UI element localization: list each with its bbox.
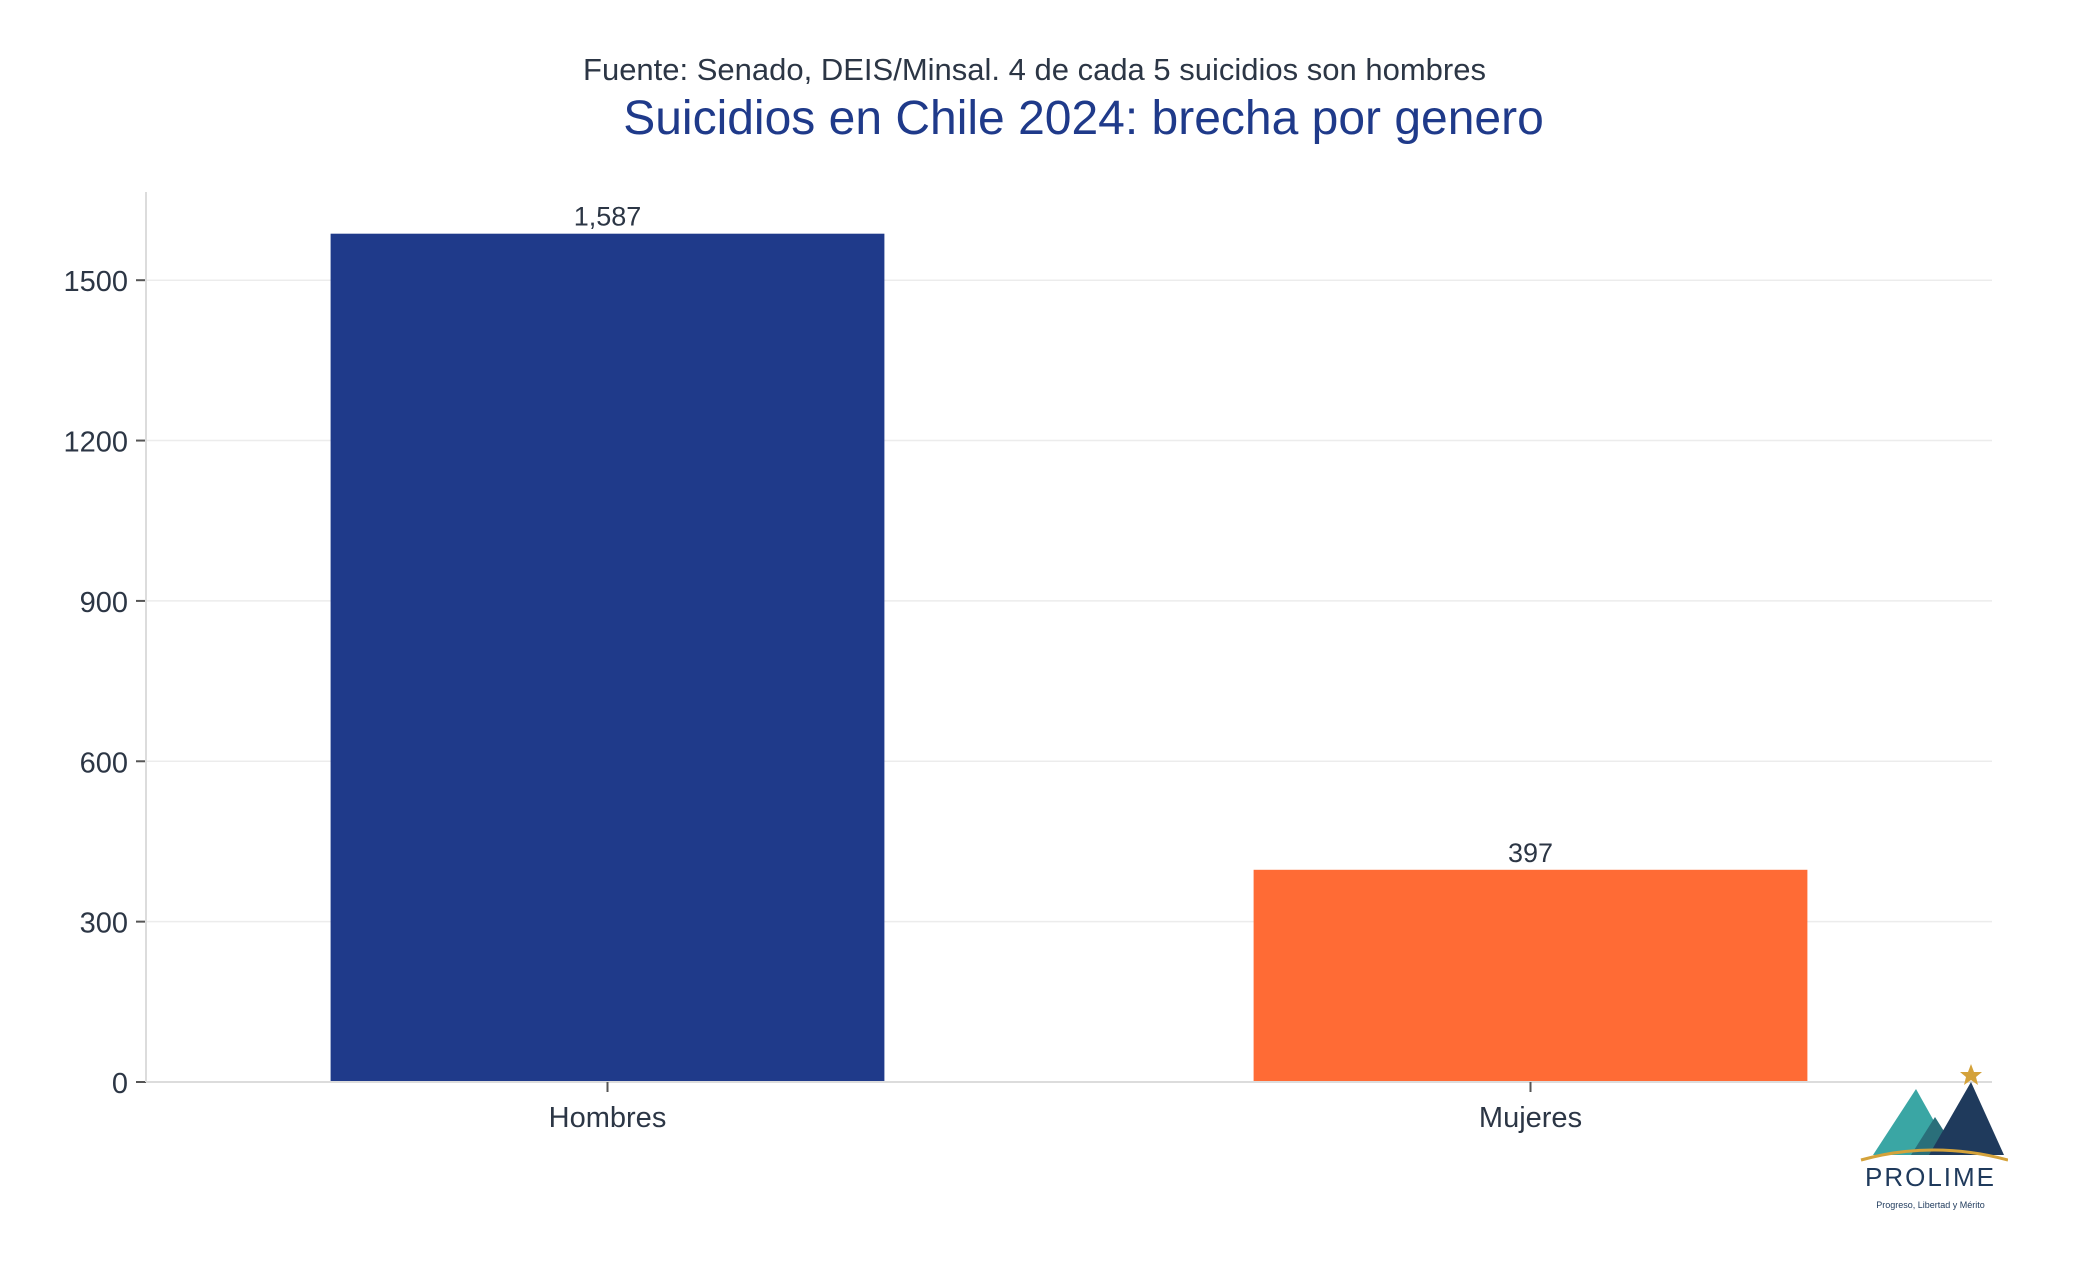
chart-title: Suicidios en Chile 2024: brecha por gene… [623,92,1544,145]
logo-wordmark: PROLIME [1864,1162,1997,1192]
data-label: 1,587 [574,202,642,232]
data-labels: 1,587 397 [574,202,1553,868]
bar-mujeres [1253,869,1808,1082]
bar-hombres [330,233,885,1082]
y-tick-label: 0 [112,1068,128,1100]
y-tick-label: 1500 [63,266,128,298]
prolime-logo: PROLIME Progreso, Libertad y Mérito [1853,1052,2009,1222]
chart-subtitle: Fuente: Senado, DEIS/Minsal. 4 de cada 5… [583,52,1486,87]
star-icon [1960,1064,1982,1085]
y-tick-label: 600 [80,747,128,779]
axes: 0 300 600 900 1200 1500 Hombres Mujeres [63,192,1992,1134]
x-tick-label: Mujeres [1479,1102,1582,1134]
data-label: 397 [1508,838,1553,868]
y-tick-label: 300 [80,908,128,940]
bars [330,233,1808,1082]
x-tick-label: Hombres [549,1102,667,1134]
y-tick-label: 900 [80,587,128,619]
logo-tagline: Progreso, Libertad y Mérito [1876,1200,1985,1210]
mountain-logo-icon [1860,1064,2009,1162]
y-tick-label: 1200 [63,427,128,459]
